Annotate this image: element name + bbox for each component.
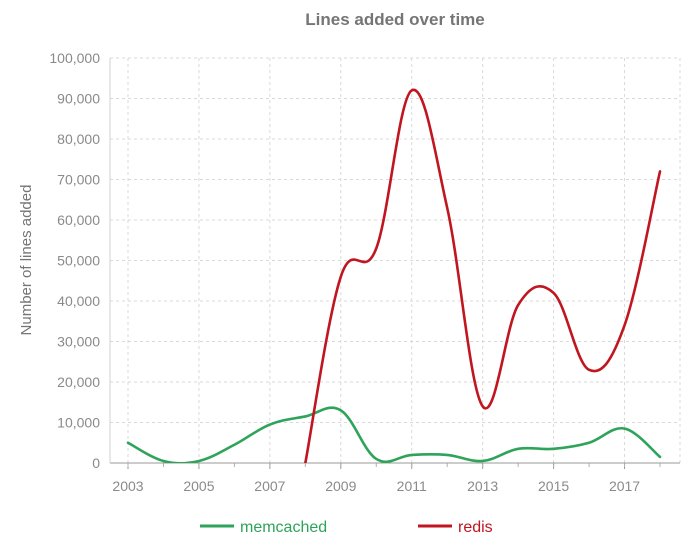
x-tick-label: 2003 [112, 478, 143, 494]
x-tick-label: 2005 [183, 478, 214, 494]
y-tick-label: 60,000 [57, 212, 100, 228]
legend-label-memcached: memcached [240, 519, 327, 536]
y-tick-label: 80,000 [57, 131, 100, 147]
y-tick-label: 0 [92, 455, 100, 471]
y-tick-label: 50,000 [57, 253, 100, 269]
y-tick-label: 100,000 [49, 50, 100, 66]
x-tick-label: 2017 [609, 478, 640, 494]
y-tick-label: 90,000 [57, 91, 100, 107]
x-tick-label: 2009 [325, 478, 356, 494]
x-tick-label: 2007 [254, 478, 285, 494]
legend-label-redis: redis [458, 519, 493, 536]
y-axis-label: Number of lines added [18, 185, 35, 336]
grid-lines [110, 57, 681, 463]
x-tick-label: 2011 [397, 478, 427, 494]
legend: memcached redis [200, 519, 493, 536]
y-tick-label: 20,000 [57, 374, 100, 390]
y-tick-label: 70,000 [57, 172, 100, 188]
y-tick-label: 30,000 [57, 334, 100, 350]
series-line-redis [304, 88, 662, 463]
y-tick-label: 10,000 [57, 415, 100, 431]
series-lines [126, 88, 662, 463]
series-line-memcached [126, 406, 662, 463]
chart-title: Lines added over time [305, 10, 485, 29]
x-tick-label: 2013 [467, 478, 498, 494]
y-tick-label: 40,000 [57, 293, 100, 309]
x-tick-label: 2015 [538, 478, 569, 494]
x-axis-ticks: 2003 2005 2007 2009 2011 2013 2015 2017 [112, 478, 640, 494]
y-axis-ticks: 0 10,000 20,000 30,000 40,000 50,000 60,000 70,… [49, 50, 100, 471]
axes [109, 58, 680, 469]
